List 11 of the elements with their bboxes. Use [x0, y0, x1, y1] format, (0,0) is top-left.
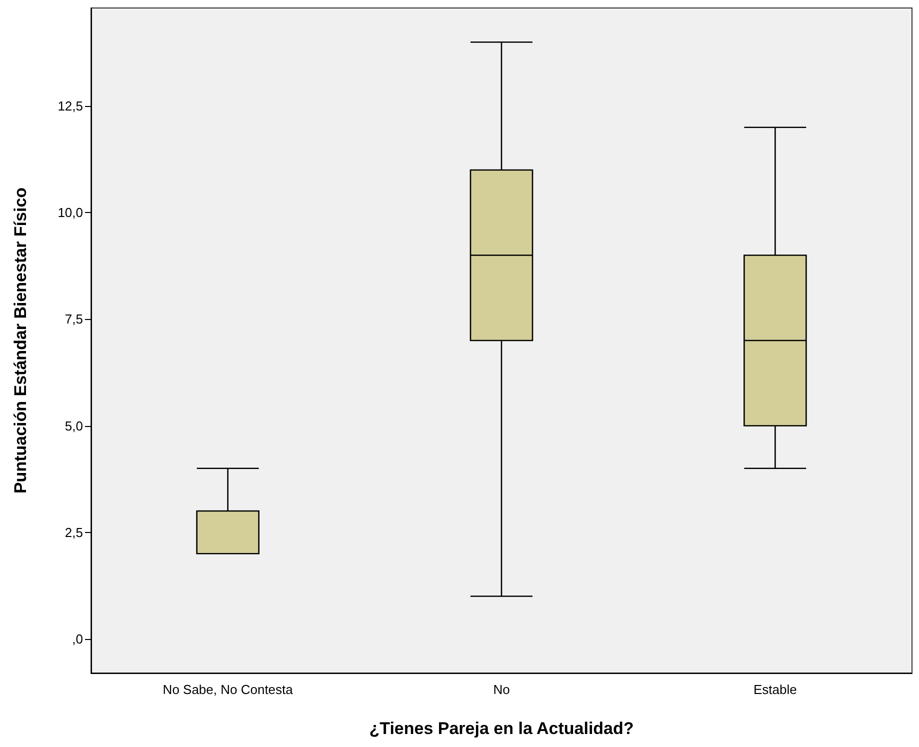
x-tick-label: No — [493, 682, 510, 697]
x-tick-label: Estable — [753, 682, 797, 697]
x-tick-label: No Sabe, No Contesta — [162, 682, 294, 697]
y-tick-label: 7,5 — [64, 312, 83, 327]
y-tick-label: 10,0 — [58, 205, 83, 220]
y-tick-label: 5,0 — [64, 418, 83, 434]
y-tick-label: 12,5 — [58, 98, 83, 114]
y-axis-title: Puntuación Estándar Bienestar Físico — [11, 187, 30, 494]
y-tick-label: 2,5 — [64, 524, 83, 540]
x-axis-title: ¿Tienes Pareja en la Actualidad? — [369, 719, 634, 738]
y-tick-label: ,0 — [72, 631, 83, 646]
